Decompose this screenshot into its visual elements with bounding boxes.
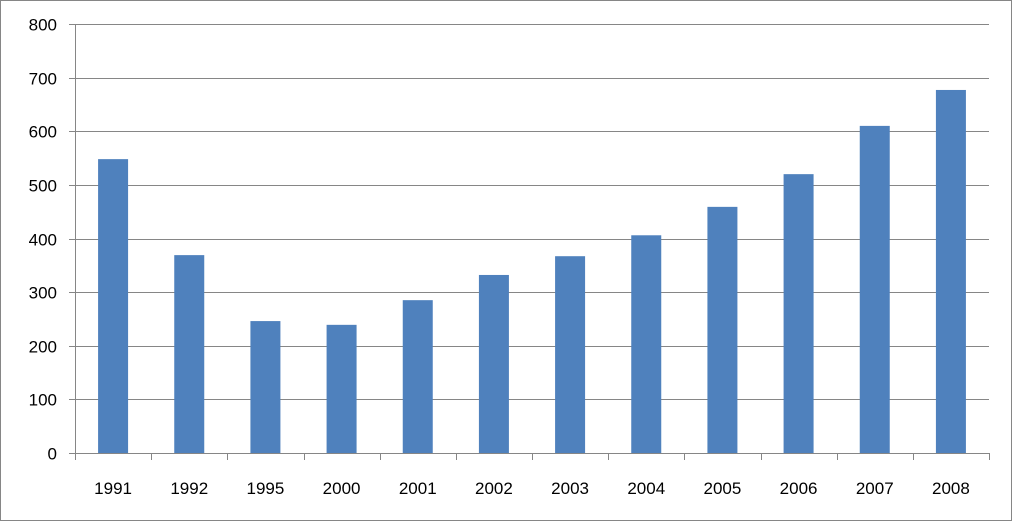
x-tick-label-1992: 1992: [170, 479, 208, 498]
bar-2006: [783, 174, 814, 453]
y-tick-label-100: 100: [29, 391, 57, 410]
x-tick-label-2004: 2004: [627, 479, 665, 498]
x-tick-label-2001: 2001: [399, 479, 437, 498]
bar-1995: [250, 321, 281, 453]
y-tick-label-500: 500: [29, 177, 57, 196]
x-tick-label-2003: 2003: [551, 479, 589, 498]
x-tick-label-1991: 1991: [94, 479, 132, 498]
y-tick-label-200: 200: [29, 338, 57, 357]
bar-2008: [935, 89, 966, 454]
y-tick-label-700: 700: [29, 70, 57, 89]
bar-2007: [859, 125, 890, 453]
y-tick-label-600: 600: [29, 123, 57, 142]
bar-2002: [478, 274, 509, 453]
x-tick-label-1995: 1995: [247, 479, 285, 498]
bar-2000: [326, 324, 357, 453]
y-tick-label-0: 0: [48, 445, 57, 464]
bar-2005: [707, 206, 738, 453]
x-tick-label-2006: 2006: [780, 479, 818, 498]
x-tick-label-2002: 2002: [475, 479, 513, 498]
bar-2003: [555, 256, 586, 453]
bar-2001: [402, 300, 433, 453]
bar-1991: [98, 159, 129, 453]
x-tick-label-2000: 2000: [323, 479, 361, 498]
bar-1992: [174, 255, 205, 453]
y-tick-label-800: 800: [29, 16, 57, 35]
x-tick-label-2005: 2005: [704, 479, 742, 498]
y-tick-label-400: 400: [29, 231, 57, 250]
x-tick-label-2007: 2007: [856, 479, 894, 498]
bar-2004: [631, 235, 662, 453]
y-tick-label-300: 300: [29, 284, 57, 303]
x-tick-label-2008: 2008: [932, 479, 970, 498]
